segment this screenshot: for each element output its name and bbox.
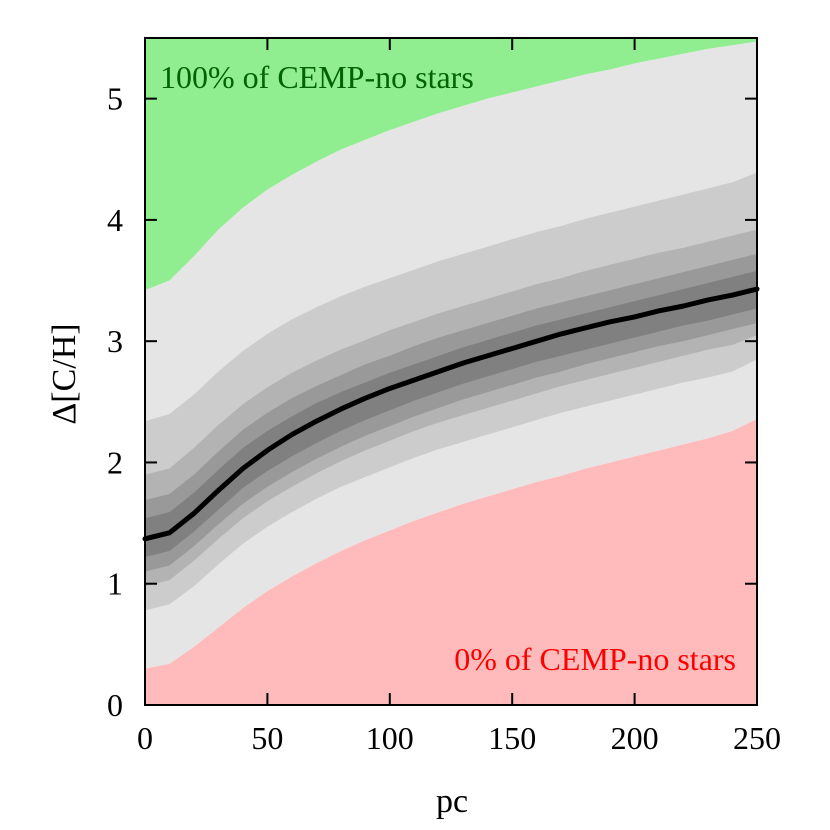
band-inner (145, 270, 757, 558)
x-axis-label: pc (436, 783, 468, 820)
x-tick-label: 100 (366, 720, 414, 756)
y-tick-label: 1 (107, 566, 123, 602)
annotation-bottom: 0% of CEMP-no stars (454, 641, 736, 677)
y-tick-label: 4 (107, 202, 123, 238)
y-tick-label: 2 (107, 444, 123, 480)
bottom-region-0pct (145, 418, 757, 705)
y-tick-label: 3 (107, 323, 123, 359)
x-tick-label: 0 (137, 720, 153, 756)
confidence-bands (145, 41, 757, 669)
x-tick-label: 50 (251, 720, 283, 756)
y-axis-label: Δ[C/H] (46, 323, 83, 424)
tick-labels: 0 50 100 150 200 250 0 1 2 3 4 5 (107, 81, 781, 756)
plot-regions (145, 38, 757, 705)
top-region-100pct (145, 38, 757, 291)
x-tick-label: 250 (733, 720, 781, 756)
y-tick-label: 0 (107, 687, 123, 723)
median-curve (142, 286, 760, 542)
x-tick-label: 200 (611, 720, 659, 756)
plot-frame (144, 37, 758, 706)
x-tick-label: 150 (488, 720, 536, 756)
y-tick-label: 5 (107, 81, 123, 117)
annotation-top: 100% of CEMP-no stars (160, 59, 474, 95)
